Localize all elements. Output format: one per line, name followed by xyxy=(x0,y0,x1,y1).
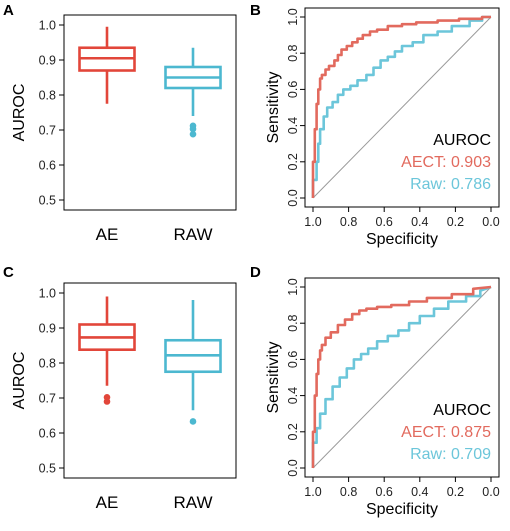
y-tick-label: 1.0 xyxy=(286,8,300,25)
legend-item: Raw: 0.709 xyxy=(410,446,491,463)
panel-label: D xyxy=(250,264,261,281)
panel-label: A xyxy=(3,2,14,19)
roc-curve-raw xyxy=(311,15,491,198)
y-tick-label: 0.8 xyxy=(286,44,300,61)
roc-curve-aect xyxy=(311,285,492,468)
panel-b: B 1.0 0.8 0.6 0.4 0.2 0.0 0.0 0.2 0.4 0.6 0.8 1.0 Spe… xyxy=(250,2,500,248)
x-axis-label: Specificity xyxy=(366,501,438,518)
x-tick-label: 1.0 xyxy=(304,485,321,499)
x-tick-label: 0.8 xyxy=(340,485,357,499)
panel-c: C 0.5 0.6 0.7 0.8 0.9 1.0 AUROC AE RAW xyxy=(3,264,237,512)
x-tick-label: 0.8 xyxy=(340,215,357,229)
outlier-point xyxy=(189,130,197,138)
box-raw xyxy=(164,300,222,425)
plot-frame xyxy=(304,7,500,208)
y-tick-label: 0.9 xyxy=(39,322,56,336)
plot-frame xyxy=(63,14,237,211)
box-raw xyxy=(164,47,222,138)
box-ae xyxy=(78,296,136,405)
y-tick-label: 0.9 xyxy=(39,54,56,68)
legend-item: AECT: 0.903 xyxy=(401,154,491,171)
roc-curve-raw xyxy=(311,285,492,468)
x-tick-label: 0.0 xyxy=(482,215,499,229)
y-tick-label: 1.0 xyxy=(286,278,300,295)
y-tick-label: 0.6 xyxy=(286,81,300,98)
legend-title: AUROC xyxy=(433,402,491,419)
plot-frame xyxy=(304,277,500,478)
outlier-point xyxy=(189,125,197,133)
y-tick-label: 0.8 xyxy=(286,314,300,331)
outlier-point xyxy=(189,418,197,425)
y-axis-label: Sensitivity xyxy=(265,71,282,143)
box-ae xyxy=(78,26,136,104)
category-label: RAW xyxy=(173,493,212,512)
y-tick-label: 0.8 xyxy=(39,357,56,371)
x-tick-label: 0.6 xyxy=(376,215,393,229)
category-label: AE xyxy=(96,493,119,512)
y-tick-label: 1.0 xyxy=(39,287,56,301)
x-tick-label: 0.0 xyxy=(482,485,499,499)
panel-label: B xyxy=(250,2,261,19)
x-tick-label: 1.0 xyxy=(304,215,321,229)
y-tick-label: 0.5 xyxy=(39,462,56,476)
plot-frame xyxy=(63,282,237,479)
y-tick-label: 0.4 xyxy=(286,117,300,134)
y-axis-label: Sensitivity xyxy=(265,341,282,413)
legend-item: Raw: 0.786 xyxy=(410,176,491,193)
y-tick-label: 0.0 xyxy=(286,189,300,206)
y-tick-label: 0.2 xyxy=(286,423,300,440)
x-axis-label: Specificity xyxy=(366,231,438,248)
reference-diagonal xyxy=(312,286,492,469)
y-tick-label: 0.4 xyxy=(286,387,300,404)
x-tick-label: 0.6 xyxy=(376,485,393,499)
legend-item: AECT: 0.875 xyxy=(401,424,491,441)
category-label: AE xyxy=(96,225,119,244)
x-tick-label: 0.2 xyxy=(447,485,464,499)
y-tick-label: 0.6 xyxy=(39,159,56,173)
y-tick-label: 0.5 xyxy=(39,194,56,208)
roc-curve-aect xyxy=(311,15,491,198)
category-label: RAW xyxy=(173,225,212,244)
x-tick-label: 0.4 xyxy=(411,485,428,499)
y-tick-label: 0.6 xyxy=(286,351,300,368)
panel-label: C xyxy=(3,264,14,281)
y-tick-label: 1.0 xyxy=(39,19,56,33)
y-tick-label: 0.2 xyxy=(286,153,300,170)
x-tick-label: 0.2 xyxy=(447,215,464,229)
y-axis-label: AUROC xyxy=(11,352,28,410)
panel-a: A 0.5 0.6 0.7 0.8 0.9 1.0 AUROC AE RAW xyxy=(3,2,237,244)
panel-d: D 1.0 0.8 0.6 0.4 0.2 0.0 0.0 0.2 0.4 0.6 0.8 1.0 Spe… xyxy=(250,264,500,518)
y-tick-label: 0.8 xyxy=(39,89,56,103)
y-tick-label: 0.0 xyxy=(286,459,300,476)
y-tick-label: 0.7 xyxy=(39,392,56,406)
y-axis-label: AUROC xyxy=(11,84,28,142)
y-tick-label: 0.7 xyxy=(39,124,56,138)
reference-diagonal xyxy=(312,16,492,199)
y-tick-label: 0.6 xyxy=(39,427,56,441)
outlier-point xyxy=(103,398,111,405)
legend-title: AUROC xyxy=(433,132,491,149)
x-tick-label: 0.4 xyxy=(411,215,428,229)
